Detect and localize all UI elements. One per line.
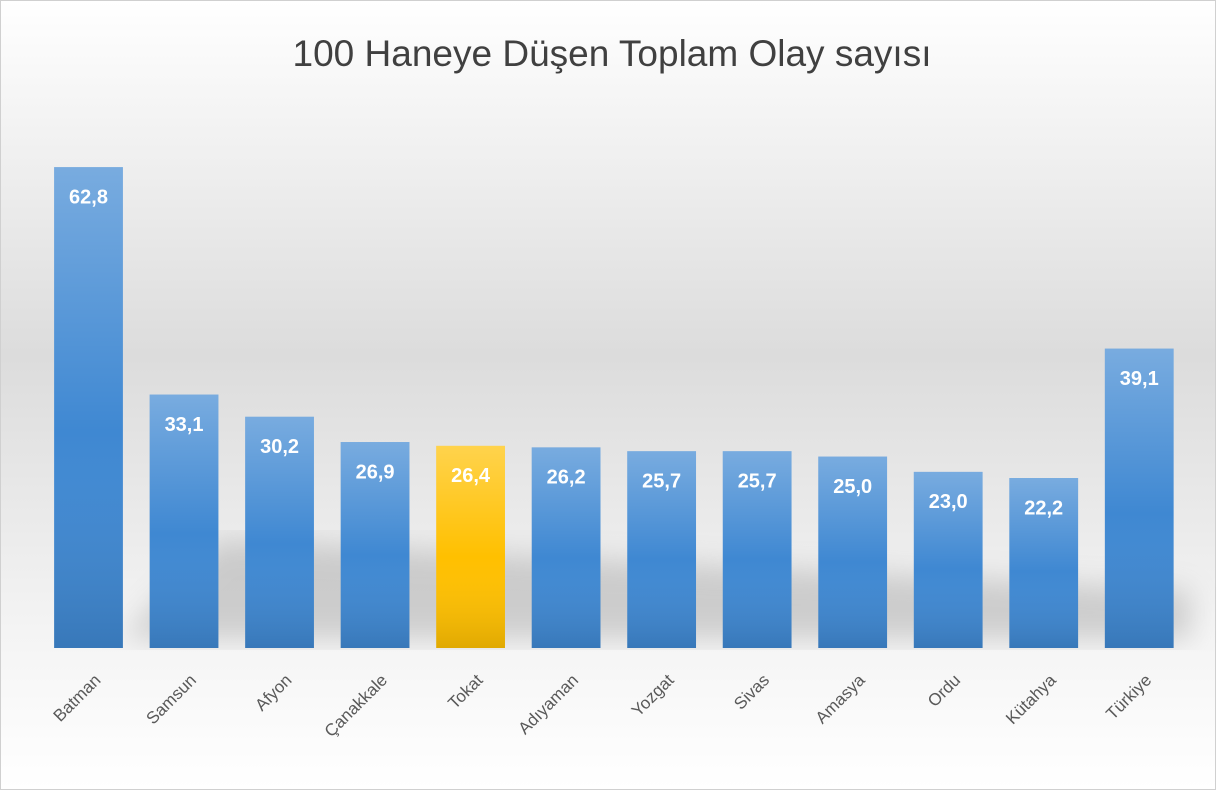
bar-shade [818, 456, 888, 648]
value-label: 26,9 [356, 461, 395, 483]
value-label: 22,2 [1024, 497, 1063, 519]
bar-shade [54, 167, 123, 649]
value-label: 39,1 [1120, 368, 1159, 390]
value-label: 25,0 [833, 476, 872, 498]
bar-shade [149, 394, 219, 648]
value-label: 25,7 [738, 470, 777, 492]
value-label: 23,0 [929, 491, 968, 513]
bar-shade [245, 416, 314, 648]
value-label: 30,2 [260, 436, 299, 458]
chart-title: 100 Haneye Düşen Toplam Olay sayısı [293, 33, 932, 74]
value-label: 25,7 [642, 470, 681, 492]
bar-shade [1009, 478, 1079, 648]
bar-shade [722, 451, 792, 648]
value-label: 26,2 [547, 467, 586, 489]
bar-shade [913, 471, 983, 648]
value-label: 26,4 [451, 465, 491, 487]
bar-shade [531, 447, 601, 648]
value-label: 62,8 [69, 186, 108, 208]
bar-shade [340, 442, 410, 648]
bar-shade [436, 445, 505, 648]
value-label: 33,1 [165, 414, 204, 436]
bar-shade [1104, 348, 1174, 648]
bar-shade [627, 451, 697, 648]
